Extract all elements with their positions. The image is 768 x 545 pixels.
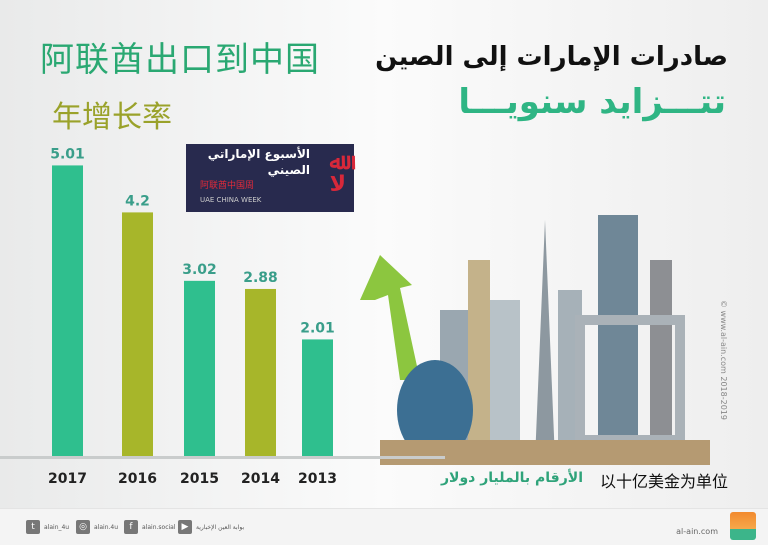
facebook-handle: alain.social (142, 523, 176, 531)
twitter-link[interactable]: t alain_4u (26, 520, 69, 534)
chart-title-ar: صادرات الإمارات إلى الصين (375, 42, 728, 72)
bar-2017 (52, 165, 83, 457)
bar-2013 (302, 339, 333, 456)
growth-arrow-icon (360, 255, 420, 380)
x-tick-2017: 2017 (48, 471, 87, 487)
youtube-link[interactable]: ▶ بوابة العين الإخبارية (178, 520, 244, 534)
al-ain-logo (730, 512, 756, 540)
chart-subtitle-ar: تتـــزايد سنويـــا (458, 82, 726, 122)
uae-china-week-logo: الأسبوع الإماراتي الصيني 阿联酋中国周 UAE CHIN… (186, 144, 354, 212)
site-url[interactable]: al-ain.com (676, 527, 718, 536)
chart-subtitle-zh: 年增长率 (52, 100, 172, 135)
x-tick-2016: 2016 (118, 471, 157, 487)
chart-title-zh: 阿联酋出口到中国 (40, 40, 320, 80)
logo-zh: 阿联酋中国周 (200, 181, 255, 191)
logo-ar-1: الأسبوع الإماراتي (207, 147, 310, 161)
data-label-2013: 2.01 (300, 320, 335, 336)
unit-note-zh: 以十亿美金为单位 (600, 472, 729, 491)
bar-2014 (245, 288, 276, 456)
instagram-link[interactable]: ◎ alain.4u (76, 520, 118, 534)
data-label-2016: 4.2 (125, 193, 150, 209)
logo-ar-2: الصيني (267, 163, 310, 177)
data-label-2014: 2.88 (243, 270, 278, 286)
instagram-handle: alain.4u (94, 523, 119, 531)
chart-baseline (0, 456, 445, 459)
bar-2016 (122, 212, 153, 456)
facebook-link[interactable]: f alain.social (124, 520, 176, 534)
youtube-icon: ▶ (178, 520, 192, 534)
twitter-icon: t (26, 520, 40, 534)
data-label-2017: 5.01 (50, 146, 85, 162)
instagram-icon: ◎ (76, 520, 90, 534)
watermark: © www.al-ain.com 2018-2019 (719, 300, 728, 420)
bar-chart: 5.01 2017 4.2 2016 3.02 2015 2.88 2014 2.01 2013 (48, 146, 337, 487)
unit-note-ar: الأرقام بالمليار دولار (441, 470, 583, 486)
skyline-illustration (360, 215, 710, 465)
youtube-handle: بوابة العين الإخبارية (196, 523, 245, 531)
logo-en: UAE CHINA WEEK (200, 196, 262, 204)
x-tick-2013: 2013 (298, 471, 337, 487)
x-tick-2014: 2014 (241, 471, 280, 487)
twitter-handle: alain_4u (44, 523, 70, 531)
data-label-2015: 3.02 (182, 262, 217, 278)
facebook-icon: f (124, 520, 138, 534)
bar-2015 (184, 280, 215, 456)
x-tick-2015: 2015 (180, 471, 219, 487)
